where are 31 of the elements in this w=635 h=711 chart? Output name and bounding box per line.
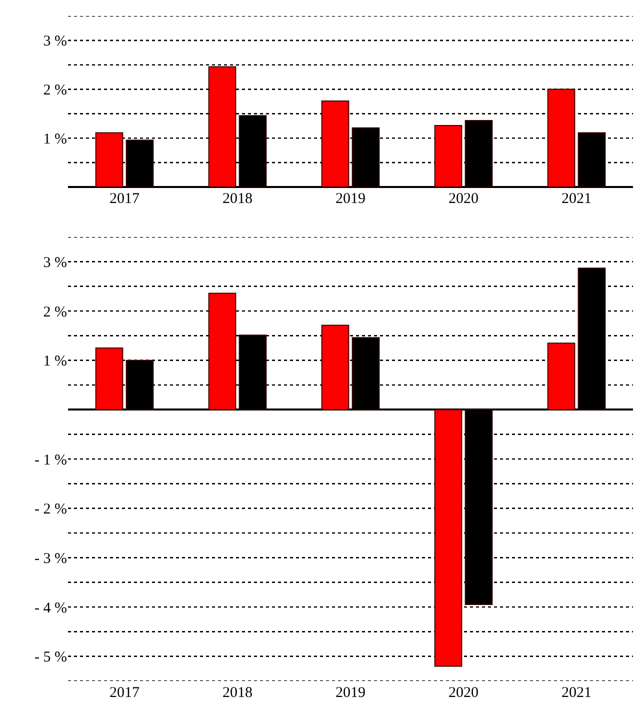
x-tick-label: 2018 bbox=[222, 191, 252, 207]
x-tick-label: 2020 bbox=[448, 685, 478, 701]
bar bbox=[547, 88, 576, 187]
bar bbox=[208, 292, 236, 410]
y-tick-label: 1 % bbox=[43, 354, 67, 370]
y-tick-label: - 5 % bbox=[34, 650, 67, 666]
bar bbox=[434, 409, 462, 667]
y-tick-label: - 1 % bbox=[34, 452, 67, 468]
y-tick-label: 3 % bbox=[43, 254, 67, 271]
x-tick-label: 2017 bbox=[110, 191, 140, 207]
x-tick-label: 2019 bbox=[336, 685, 366, 701]
bar bbox=[321, 324, 350, 410]
y-tick-label: 1 % bbox=[43, 131, 67, 148]
y-tick-label: 2 % bbox=[43, 82, 67, 99]
bar bbox=[434, 124, 462, 187]
bar bbox=[208, 66, 236, 187]
y-tick-label: 3 % bbox=[43, 34, 67, 50]
x-tick-label: 2020 bbox=[448, 191, 478, 207]
y-tick-label: 2 % bbox=[43, 304, 67, 320]
y-tick-label: - 3 % bbox=[34, 550, 67, 567]
y-tick-label: - 2 % bbox=[34, 502, 67, 518]
bar bbox=[95, 348, 124, 410]
bar bbox=[321, 100, 350, 187]
x-tick-label: 2021 bbox=[562, 685, 592, 701]
y-tick-label: - 4 % bbox=[34, 600, 67, 616]
x-tick-label: 2017 bbox=[110, 685, 140, 701]
x-tick-label: 2018 bbox=[222, 685, 252, 701]
bar bbox=[547, 342, 576, 410]
x-tick-label: 2019 bbox=[336, 191, 366, 207]
x-tick-label: 2021 bbox=[562, 191, 592, 207]
bar bbox=[95, 132, 124, 187]
